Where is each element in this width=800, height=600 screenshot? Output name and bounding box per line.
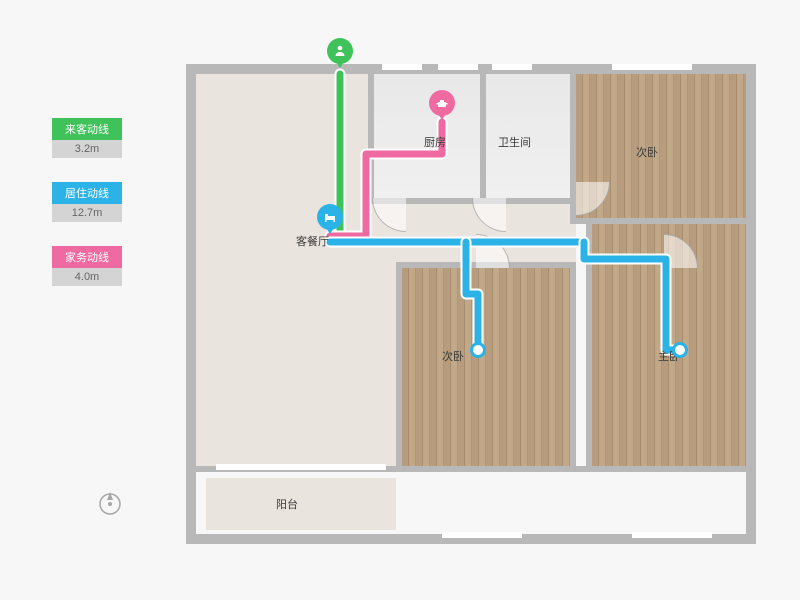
room-label-balcony: 阳台 [276, 496, 298, 512]
legend-chores-label: 家务动线 [52, 246, 122, 268]
wall-4 [368, 64, 374, 204]
legend-chores: 家务动线 4.0m [52, 246, 122, 286]
room-label-kitchen: 厨房 [424, 134, 446, 150]
room-label-bed2b: 次卧 [442, 348, 464, 364]
wall-6 [480, 64, 486, 204]
marker-pin [325, 226, 335, 234]
window-3 [612, 64, 692, 70]
window-4 [442, 532, 522, 538]
marker-bed [317, 204, 343, 236]
window-6 [216, 464, 386, 470]
wall-9 [570, 218, 752, 224]
wall-11 [396, 262, 402, 472]
wall-12 [570, 262, 576, 472]
window-2 [492, 64, 532, 70]
window-0 [382, 64, 422, 70]
legend-living-value: 12.7m [52, 204, 122, 222]
wall-17 [570, 466, 592, 472]
legend-chores-value: 4.0m [52, 268, 122, 286]
legend-living-label: 居住动线 [52, 182, 122, 204]
room-balcony [206, 478, 396, 530]
legend-living: 居住动线 12.7m [52, 182, 122, 222]
marker-cook [429, 90, 455, 122]
legend: 来客动线 3.2m 居住动线 12.7m 家务动线 4.0m [52, 118, 122, 310]
path-endpoint-1 [672, 342, 688, 358]
legend-guest-value: 3.2m [52, 140, 122, 158]
legend-guest: 来客动线 3.2m [52, 118, 122, 158]
marker-pin [437, 112, 447, 120]
window-1 [438, 64, 478, 70]
marker-pin [335, 60, 345, 68]
wall-8 [570, 64, 576, 224]
wall-1 [186, 64, 196, 542]
wall-14 [586, 224, 592, 472]
path-endpoint-0 [470, 342, 486, 358]
room-label-bed2a: 次卧 [636, 144, 658, 160]
marker-person [327, 38, 353, 70]
room-living [196, 74, 396, 466]
window-5 [632, 532, 712, 538]
floor-plan: 客餐厅厨房卫生间次卧次卧主卧阳台 [186, 64, 756, 544]
room-label-bath: 卫生间 [498, 134, 531, 150]
compass-icon [96, 490, 124, 523]
legend-guest-label: 来客动线 [52, 118, 122, 140]
wall-15 [586, 466, 752, 472]
room-bed2b [402, 268, 570, 466]
wall-13 [396, 466, 576, 472]
